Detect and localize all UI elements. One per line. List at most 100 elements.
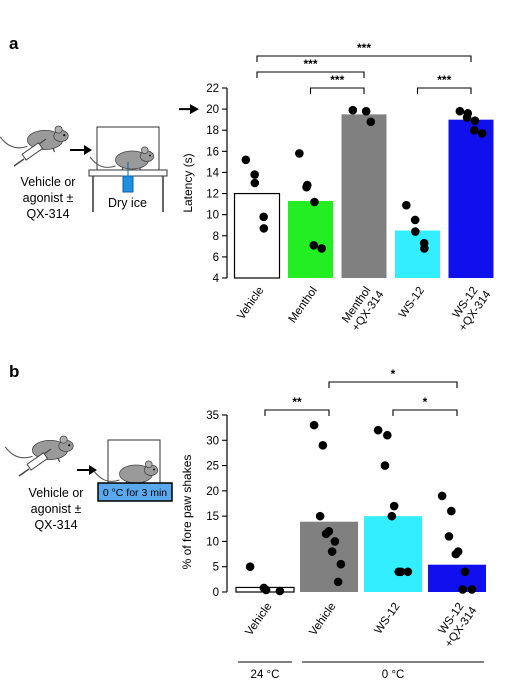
y-tick-label: 8 [213, 231, 219, 243]
bar [395, 230, 440, 278]
panel-a-y-axis-label: Latency (s) [181, 153, 195, 212]
data-point [259, 212, 268, 222]
arrow-icon [70, 145, 92, 155]
significance-label: * [391, 367, 396, 381]
schematic-b-line-2: agonist ± [31, 502, 82, 516]
significance-label: *** [437, 73, 451, 87]
bar [364, 516, 422, 592]
significance-label: * [423, 395, 428, 409]
data-point [318, 441, 328, 450]
syringe-icon [18, 448, 52, 477]
x-tick-label: WS-12 [372, 601, 402, 637]
bar [233, 192, 281, 279]
schematic-a-line-2: agonist ± [23, 191, 74, 205]
data-point [275, 586, 285, 596]
data-point [250, 178, 260, 188]
data-point [310, 197, 319, 207]
data-point [437, 491, 447, 501]
data-point [387, 511, 397, 521]
data-point [295, 149, 304, 158]
data-point [361, 106, 371, 116]
panel-b-schematic: 0 °C for 3 min Vehicle or agonist ± QX-3… [4, 435, 173, 532]
y-tick-label: 18 [206, 125, 219, 137]
group-label: 0 °C [382, 669, 405, 681]
dry-ice-pellet-icon [122, 162, 134, 193]
panel-b-chart: % of fore paw shakes 0 5 10 15 20 25 30 35 Vehic… [180, 367, 486, 681]
data-point [383, 430, 392, 440]
y-tick-label: 22 [206, 83, 219, 95]
significance-bracket [256, 55, 472, 62]
data-point [317, 244, 326, 253]
schematic-b-line-3: QX-314 [34, 518, 77, 532]
significance-bracket [416, 87, 472, 94]
data-point [261, 585, 271, 595]
arrow-icon [77, 465, 97, 475]
data-point [460, 567, 470, 577]
y-tick-label: 16 [206, 146, 219, 158]
significance-label: *** [357, 41, 371, 55]
data-point [455, 106, 465, 116]
data-point [259, 224, 269, 233]
data-point [241, 155, 251, 165]
data-point [348, 105, 358, 115]
data-point [451, 549, 461, 559]
significance-label: ** [292, 395, 302, 409]
significance-bracket [256, 71, 365, 78]
x-tick-label: Menthol [287, 285, 320, 325]
bar [341, 114, 387, 278]
panel-b-letter: b [9, 362, 19, 381]
data-point [462, 113, 472, 122]
data-point [330, 537, 340, 546]
bar [448, 119, 494, 279]
significance-bracket [392, 409, 458, 416]
data-point [315, 511, 325, 521]
y-tick-label: 5 [213, 562, 219, 574]
y-tick-label: 4 [213, 273, 220, 285]
significance-bracket [328, 381, 458, 388]
x-tick-label: Vehicle [235, 285, 266, 322]
data-point [411, 227, 420, 236]
data-point [373, 425, 383, 435]
significance-label: *** [303, 57, 317, 71]
data-point [245, 562, 255, 572]
data-point [366, 117, 376, 127]
data-point [403, 567, 413, 577]
y-tick-label: 25 [206, 461, 219, 473]
panel-a-chart: Latency (s) 4 6 8 10 12 14 16 18 20 22 Vehicle Ment… [179, 41, 494, 334]
x-tick-label: WS-12 [397, 285, 427, 321]
schematic-a-line-1: Vehicle or [21, 175, 76, 189]
data-point [420, 244, 429, 253]
data-point [447, 506, 456, 516]
significance-bracket [264, 409, 330, 416]
data-point [467, 585, 477, 594]
group-label: 24 °C [251, 669, 280, 681]
data-point [309, 420, 319, 430]
y-tick-label: 35 [206, 410, 219, 422]
dry-ice-label: Dry ice [108, 196, 147, 210]
panel-b-y-axis-label: % of fore paw shakes [180, 455, 194, 570]
y-tick-label: 0 [213, 587, 219, 599]
data-point [250, 170, 259, 179]
significance-label: *** [330, 73, 344, 87]
y-tick-label: 30 [206, 435, 219, 447]
cutoff-arrow-icon [190, 104, 199, 115]
data-point [394, 567, 403, 577]
y-tick-label: 15 [206, 511, 219, 523]
data-point [470, 116, 480, 126]
syringe-icon [13, 138, 47, 167]
y-tick-label: 20 [206, 486, 219, 498]
schematic-b-line-1: Vehicle or [29, 486, 84, 500]
cold-plate-label: 0 °C for 3 min [103, 487, 167, 499]
data-point [458, 585, 467, 594]
panel-a-schematic: Dry ice Vehicle or agonist ± QX-314 [0, 125, 168, 221]
y-tick-label: 10 [206, 536, 219, 548]
schematic-a-line-3: QX-314 [26, 207, 69, 221]
data-point [302, 182, 311, 192]
significance-bracket [309, 87, 365, 94]
data-point [469, 125, 479, 135]
data-point [321, 529, 331, 539]
y-tick-label: 10 [206, 210, 219, 222]
data-point [402, 200, 411, 210]
y-tick-label: 20 [206, 104, 219, 116]
